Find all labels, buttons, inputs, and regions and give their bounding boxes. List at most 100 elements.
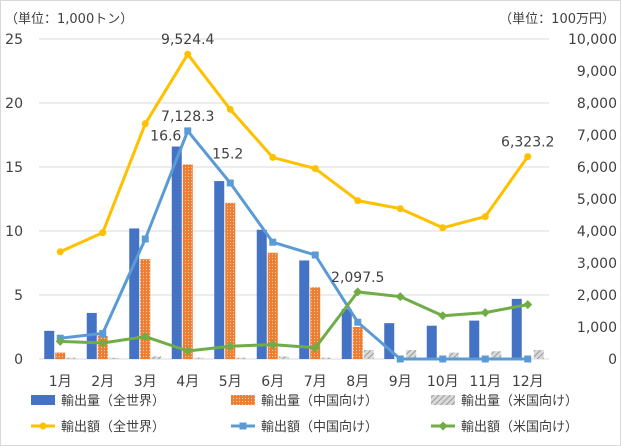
legend-swatch bbox=[431, 395, 455, 405]
bar-series-group bbox=[44, 146, 544, 359]
line-point bbox=[226, 105, 234, 113]
line-point bbox=[183, 346, 193, 356]
line-china bbox=[60, 129, 528, 361]
x-tick-label: 11月 bbox=[469, 374, 501, 390]
bar-us bbox=[108, 357, 119, 359]
legend-marker bbox=[39, 422, 47, 430]
data-label: 9,524.4 bbox=[161, 32, 215, 48]
x-tick-label: 4月 bbox=[176, 374, 199, 390]
bar-world bbox=[171, 146, 182, 359]
left-tick-label: 0 bbox=[14, 352, 23, 368]
legend-label: 輸出量（中国向け） bbox=[261, 393, 378, 409]
line-point bbox=[354, 197, 362, 205]
bar-us bbox=[363, 350, 374, 359]
x-tick-label: 5月 bbox=[219, 374, 242, 390]
line-point bbox=[55, 336, 65, 346]
bar-us bbox=[321, 357, 332, 359]
line-point bbox=[395, 292, 405, 302]
bar-china bbox=[140, 259, 151, 359]
bar-world bbox=[511, 298, 522, 359]
right-tick-label: 8,000 bbox=[577, 96, 617, 112]
line-point bbox=[269, 238, 277, 246]
data-label: 2,097.5 bbox=[331, 270, 384, 286]
data-label: 16.6 bbox=[150, 129, 181, 145]
right-tick-label: 9,000 bbox=[577, 64, 617, 80]
left-axis-ticks: 0 5 10 15 20 25 bbox=[5, 32, 23, 368]
bar-world bbox=[214, 181, 225, 359]
right-axis-unit-label: （単位：100万円） bbox=[499, 11, 615, 27]
left-tick-label: 15 bbox=[5, 160, 23, 176]
line-point bbox=[311, 165, 319, 173]
line-point bbox=[99, 329, 107, 337]
line-point bbox=[226, 179, 234, 187]
line-point bbox=[268, 340, 278, 350]
legend-label: 輸出量（全世界） bbox=[61, 393, 165, 409]
bar-china bbox=[310, 287, 321, 359]
bar-us bbox=[533, 350, 544, 359]
x-tick-label: 1月 bbox=[49, 374, 72, 390]
bar-us bbox=[151, 356, 162, 359]
line-point bbox=[439, 224, 447, 232]
bar-china bbox=[225, 202, 236, 359]
bar-us bbox=[491, 351, 502, 359]
data-labels: 16.6 15.2 9,524.4 7,128.3 2,097.5 6,323.2 bbox=[150, 32, 554, 286]
line-series-group bbox=[55, 50, 533, 363]
line-point bbox=[225, 341, 235, 351]
line-point bbox=[481, 213, 489, 221]
line-point bbox=[439, 355, 447, 363]
x-tick-label: 2月 bbox=[91, 374, 114, 390]
line-world bbox=[59, 52, 529, 254]
bar-us bbox=[66, 357, 77, 359]
bar-world bbox=[44, 330, 55, 359]
left-tick-label: 10 bbox=[5, 224, 23, 240]
left-tick-label: 25 bbox=[5, 32, 23, 48]
legend-label: 輸出額（全世界） bbox=[61, 419, 165, 435]
legend-swatch bbox=[31, 395, 55, 405]
line-point bbox=[354, 318, 362, 326]
bar-world bbox=[341, 309, 352, 359]
bar-us bbox=[278, 356, 289, 359]
line-point bbox=[311, 251, 319, 259]
right-tick-label: 2,000 bbox=[577, 288, 617, 304]
left-tick-label: 20 bbox=[5, 96, 23, 112]
bar-us bbox=[448, 352, 459, 359]
bar-china bbox=[55, 352, 66, 359]
bar-china bbox=[352, 327, 363, 359]
line-point bbox=[269, 153, 277, 161]
line-point bbox=[141, 235, 149, 243]
legend-swatch bbox=[231, 395, 255, 405]
line-point bbox=[310, 343, 320, 353]
bar-world bbox=[469, 320, 480, 359]
bar-china bbox=[267, 252, 278, 359]
line-point bbox=[524, 355, 532, 363]
right-tick-label: 4,000 bbox=[577, 224, 617, 240]
line-point bbox=[141, 120, 149, 128]
data-label: 6,323.2 bbox=[501, 135, 554, 151]
x-tick-label: 9月 bbox=[389, 374, 412, 390]
bar-world bbox=[129, 228, 140, 359]
line-point bbox=[184, 50, 192, 58]
legend-marker bbox=[438, 421, 448, 431]
line-point bbox=[353, 287, 363, 297]
x-tick-label: 6月 bbox=[261, 374, 284, 390]
line-point bbox=[438, 311, 448, 321]
legend-marker bbox=[239, 422, 247, 430]
line-point bbox=[56, 248, 64, 256]
data-label: 7,128.3 bbox=[161, 109, 214, 125]
x-tick-label: 3月 bbox=[134, 374, 157, 390]
bar-world bbox=[256, 229, 267, 359]
bar-world bbox=[426, 325, 437, 359]
right-tick-label: 3,000 bbox=[577, 256, 617, 272]
x-tick-label: 10月 bbox=[427, 374, 459, 390]
right-tick-label: 0 bbox=[608, 352, 617, 368]
line-point bbox=[396, 205, 404, 213]
x-tick-label: 8月 bbox=[346, 374, 369, 390]
right-tick-label: 6,000 bbox=[577, 160, 617, 176]
line-point bbox=[99, 229, 107, 237]
line-us bbox=[60, 290, 529, 353]
bar-us bbox=[193, 357, 204, 359]
left-tick-label: 5 bbox=[14, 288, 23, 304]
bar-china bbox=[182, 164, 193, 359]
